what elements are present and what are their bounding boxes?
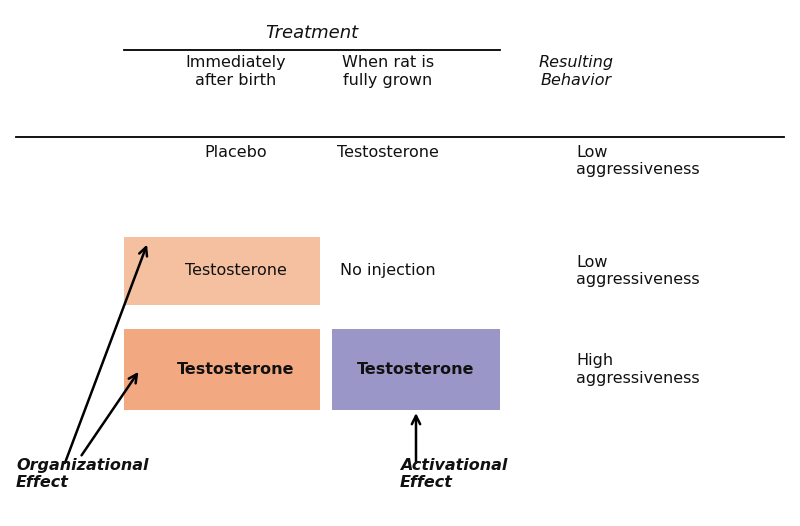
Bar xyxy=(332,329,500,410)
Text: Immediately
after birth: Immediately after birth xyxy=(186,55,286,88)
Text: Treatment: Treatment xyxy=(266,24,358,42)
Text: Activational
Effect: Activational Effect xyxy=(400,458,507,490)
Text: Placebo: Placebo xyxy=(205,145,267,160)
Bar xyxy=(124,237,320,305)
Text: Resulting
Behavior: Resulting Behavior xyxy=(538,55,614,88)
Text: No injection: No injection xyxy=(340,264,436,278)
Text: When rat is
fully grown: When rat is fully grown xyxy=(342,55,434,88)
Text: Testosterone: Testosterone xyxy=(337,145,439,160)
Bar xyxy=(124,329,320,410)
Text: High
aggressiveness: High aggressiveness xyxy=(576,353,700,386)
Text: Testosterone: Testosterone xyxy=(178,362,294,377)
Text: Organizational
Effect: Organizational Effect xyxy=(16,458,149,490)
Text: Low
aggressiveness: Low aggressiveness xyxy=(576,255,700,287)
Text: Testosterone: Testosterone xyxy=(358,362,474,377)
Text: Testosterone: Testosterone xyxy=(185,264,287,278)
Text: Low
aggressiveness: Low aggressiveness xyxy=(576,145,700,177)
